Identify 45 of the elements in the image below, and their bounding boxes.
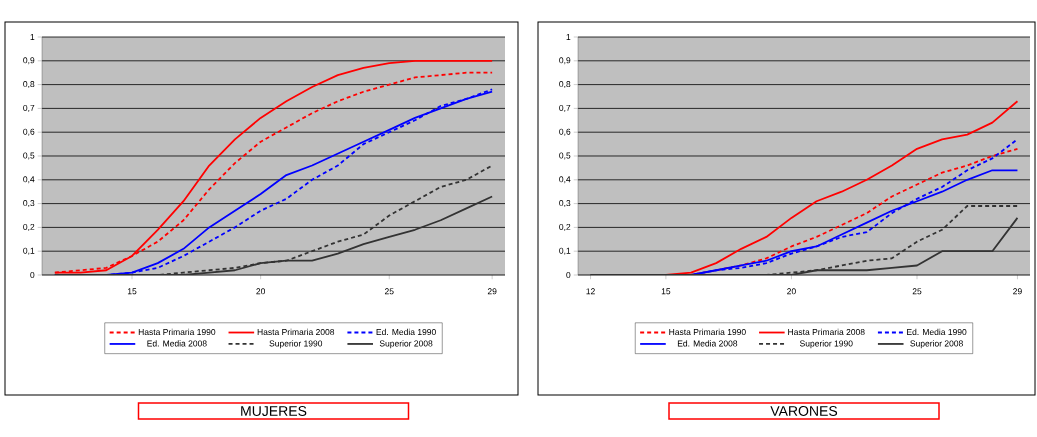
text: VARONES — [770, 406, 838, 416]
y-tick-label: 0,7 — [559, 104, 571, 112]
legend-label: Ed. Media 2008 — [147, 340, 207, 347]
legend-label: Hasta Primaria 1990 — [669, 328, 746, 336]
y-tick-label: 0,9 — [23, 57, 35, 65]
x-tick-label: 15 — [661, 288, 671, 295]
y-tick-label: 0,7 — [23, 104, 35, 112]
y-tick-label: 0,1 — [23, 247, 35, 255]
y-tick-label: 0 — [566, 272, 571, 279]
x-tick-label: 25 — [384, 288, 394, 295]
y-tick-label: 0,6 — [23, 128, 35, 136]
legend-label: Hasta Primaria 2008 — [788, 328, 865, 336]
y-tick-label: 0,1 — [559, 247, 571, 255]
x-tick-label: 12 — [586, 288, 595, 295]
legend-label: Superior 2008 — [379, 340, 433, 349]
legend-label: Ed. Media 2008 — [677, 340, 738, 347]
y-tick-label: 0,3 — [23, 200, 35, 208]
x-tick-label: 25 — [912, 288, 922, 295]
y-tick-label: 0,8 — [559, 81, 571, 89]
text: MUJERES — [241, 406, 307, 416]
legend-label: Hasta Primaria 1990 — [138, 328, 216, 336]
legend-label: Ed. Media 1990 — [907, 328, 967, 336]
legend-label: Superior 1990 — [269, 340, 323, 349]
y-tick-label: 0,2 — [23, 223, 35, 231]
x-tick-label: 29 — [1013, 288, 1022, 295]
x-tick-label: 20 — [256, 288, 266, 295]
y-tick-label: 0,4 — [559, 176, 571, 184]
y-tick-label: 0,9 — [559, 57, 571, 65]
legend-label: Superior 1990 — [799, 340, 853, 349]
y-tick-label: 1 — [566, 34, 571, 40]
x-tick-label: 20 — [787, 288, 796, 295]
legend-label: Superior 2008 — [910, 340, 963, 349]
x-tick-label: 15 — [127, 288, 137, 295]
y-tick-label: 0,8 — [23, 81, 35, 89]
y-tick-label: 0,2 — [559, 223, 571, 231]
legend-label: Ed. Media 1990 — [376, 328, 436, 336]
y-tick-label: 0 — [30, 272, 35, 279]
y-tick-label: 0,5 — [559, 152, 571, 160]
y-tick-label: 0,6 — [559, 128, 571, 136]
x-tick-label: 29 — [487, 288, 497, 295]
legend-label: Hasta Primaria 2008 — [257, 328, 335, 336]
y-tick-label: 1 — [30, 34, 35, 40]
y-tick-label: 0,4 — [23, 176, 35, 184]
y-tick-label: 0,5 — [23, 152, 35, 160]
y-tick-label: 0,3 — [559, 200, 571, 208]
